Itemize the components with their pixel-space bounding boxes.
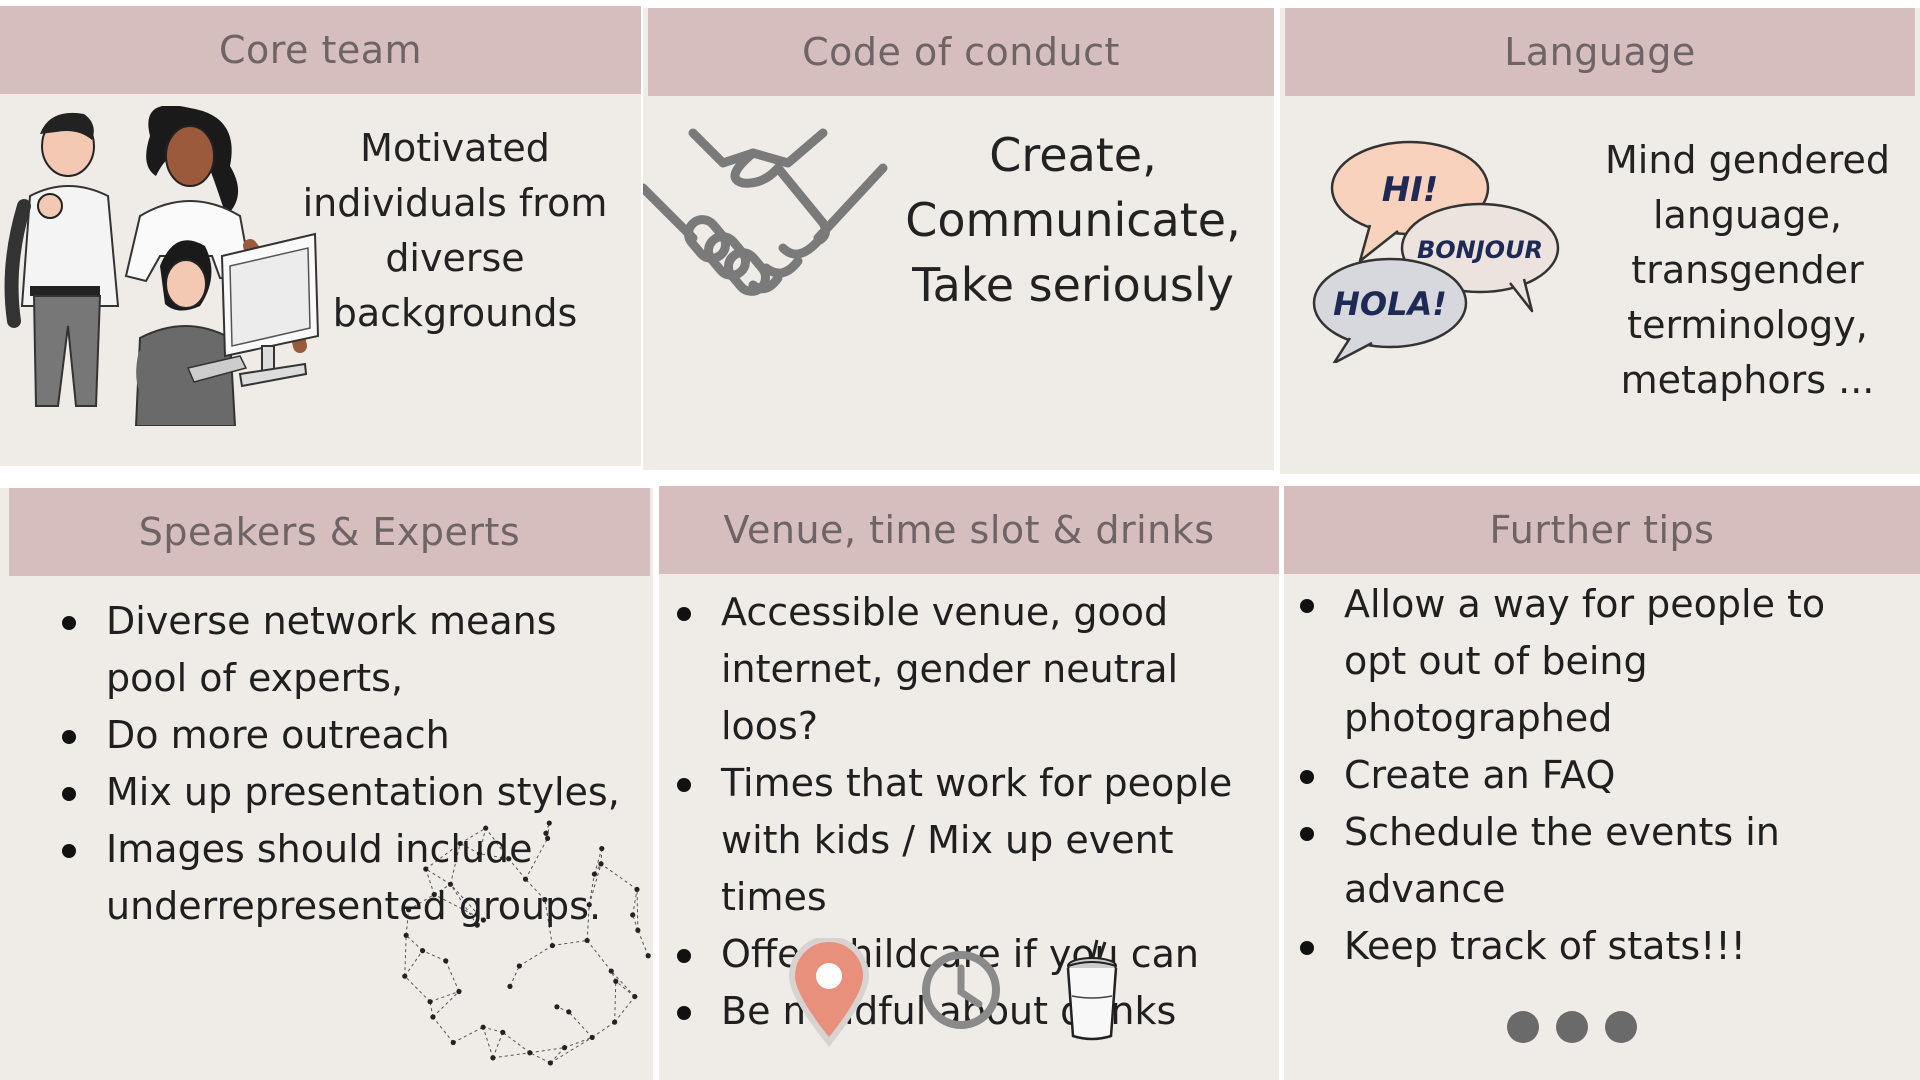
location-pin-icon: [788, 938, 870, 1047]
code-of-conduct-description: Create, Communicate, Take seriously: [873, 123, 1273, 318]
bonjour-bubble-icon: BONJOUR: [1400, 202, 1560, 313]
language-line: language,: [1653, 193, 1842, 237]
handshake-icon: [643, 128, 888, 296]
conduct-line: Take seriously: [912, 258, 1234, 312]
team-illustration: [4, 106, 320, 426]
svg-text:HI!: HI!: [1382, 170, 1439, 210]
speakers-card: Speakers & Experts Diverse network means…: [0, 488, 653, 1080]
list-item: Create an FAQ: [1288, 747, 1825, 804]
further-tips-list: Allow a way for people to opt out of bein…: [1288, 576, 1825, 975]
core-team-card: Core team: [0, 6, 641, 466]
conduct-line: Communicate,: [905, 193, 1241, 247]
language-description: Mind gendered language, transgender term…: [1580, 133, 1915, 408]
further-tips-card: Further tips Allow a way for people to op…: [1284, 486, 1920, 1080]
language-line: transgender: [1631, 248, 1864, 292]
language-line: terminology,: [1627, 303, 1868, 347]
list-item: Do more outreach: [50, 707, 620, 764]
list-item: Diverse network means pool of experts,: [50, 593, 620, 707]
svg-text:BONJOUR: BONJOUR: [1417, 236, 1543, 264]
list-item: Mix up presentation styles,: [50, 764, 620, 821]
computer-icon: [186, 232, 320, 388]
list-item: Images should include underrepresented gr…: [50, 821, 620, 935]
core-team-line: individuals from: [302, 181, 608, 225]
network-sphere-icon: [402, 820, 651, 1066]
list-item: Schedule the events in advance: [1288, 804, 1825, 918]
core-team-line: Motivated: [360, 126, 550, 170]
speakers-list: Diverse network means pool of experts, Do…: [50, 593, 620, 935]
code-of-conduct-card: Code of conduct Create, Communicate, Tak…: [643, 8, 1274, 470]
core-team-line: backgrounds: [332, 291, 578, 335]
more-dots-icon: [1507, 1011, 1647, 1051]
language-line: metaphors ...: [1620, 358, 1875, 402]
language-card: Language HI! BONJOUR HOLA! Mind gendered…: [1280, 8, 1920, 474]
venue-card: Venue, time slot & drinks Accessible ven…: [659, 486, 1279, 1080]
speech-bubbles-illustration: HI! BONJOUR HOLA!: [1312, 140, 1560, 363]
drink-cup-icon: [1066, 939, 1118, 1041]
language-line: Mind gendered: [1605, 138, 1890, 182]
core-team-title: Core team: [0, 6, 641, 94]
svg-text:HOLA!: HOLA!: [1333, 285, 1447, 323]
list-item: Times that work for people with kids / Mi…: [665, 755, 1279, 926]
further-tips-title: Further tips: [1284, 486, 1920, 574]
list-item: Allow a way for people to opt out of bein…: [1288, 576, 1825, 747]
list-item: Keep track of stats!!!: [1288, 918, 1825, 975]
core-team-description: Motivated individuals from diverse backg…: [300, 121, 610, 341]
list-item: Accessible venue, good internet, gender n…: [665, 584, 1279, 755]
clock-icon: [922, 951, 1000, 1029]
man-figure: [4, 112, 120, 407]
core-team-line: diverse: [385, 236, 525, 280]
venue-list: Accessible venue, good internet, gender n…: [665, 584, 1279, 1040]
hola-bubble-icon: HOLA!: [1312, 257, 1468, 363]
venue-title: Venue, time slot & drinks: [659, 486, 1279, 574]
language-title: Language: [1285, 8, 1915, 96]
code-of-conduct-title: Code of conduct: [648, 8, 1274, 96]
conduct-line: Create,: [989, 128, 1157, 182]
seated-woman-figure: [134, 240, 237, 426]
speakers-title: Speakers & Experts: [9, 488, 650, 576]
